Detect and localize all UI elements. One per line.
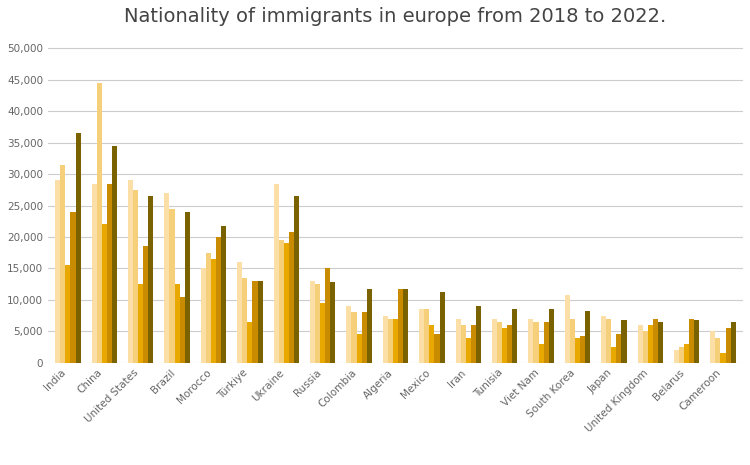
Bar xyxy=(97,83,102,363)
Bar xyxy=(601,316,606,363)
Bar xyxy=(684,344,689,363)
Bar xyxy=(184,212,190,363)
Bar xyxy=(512,309,517,363)
Bar xyxy=(206,252,211,363)
Bar xyxy=(315,284,320,363)
Bar xyxy=(643,331,648,363)
Bar xyxy=(242,278,248,363)
Bar xyxy=(528,319,533,363)
Bar xyxy=(180,297,184,363)
Bar xyxy=(294,196,299,363)
Bar xyxy=(138,284,143,363)
Bar xyxy=(257,281,262,363)
Bar xyxy=(471,325,476,363)
Bar xyxy=(362,312,367,363)
Bar xyxy=(622,320,626,363)
Bar xyxy=(466,338,471,363)
Bar xyxy=(689,319,694,363)
Bar xyxy=(533,322,538,363)
Bar xyxy=(648,325,652,363)
Bar xyxy=(274,184,279,363)
Bar xyxy=(503,328,507,363)
Bar xyxy=(148,196,154,363)
Bar xyxy=(730,322,736,363)
Bar xyxy=(211,259,216,363)
Bar xyxy=(638,325,643,363)
Bar xyxy=(497,322,502,363)
Bar xyxy=(388,319,393,363)
Bar xyxy=(424,309,429,363)
Bar xyxy=(216,237,221,363)
Bar xyxy=(310,281,315,363)
Title: Nationality of immigrants in europe from 2018 to 2022.: Nationality of immigrants in europe from… xyxy=(124,7,667,26)
Bar xyxy=(716,338,721,363)
Bar xyxy=(112,146,117,363)
Bar xyxy=(107,184,112,363)
Bar xyxy=(352,312,356,363)
Bar xyxy=(201,268,206,363)
Bar xyxy=(346,306,352,363)
Bar xyxy=(725,328,730,363)
Bar xyxy=(721,353,725,363)
Bar xyxy=(538,344,544,363)
Bar xyxy=(330,282,335,363)
Bar xyxy=(248,322,253,363)
Bar xyxy=(616,334,622,363)
Bar xyxy=(549,309,554,363)
Bar xyxy=(60,165,65,363)
Bar xyxy=(253,281,257,363)
Bar xyxy=(440,292,445,363)
Bar xyxy=(429,325,434,363)
Bar xyxy=(65,265,70,363)
Bar xyxy=(575,338,580,363)
Bar xyxy=(398,289,404,363)
Bar xyxy=(460,325,466,363)
Bar xyxy=(76,133,81,363)
Bar xyxy=(674,350,679,363)
Bar xyxy=(326,268,330,363)
Bar xyxy=(544,322,549,363)
Bar xyxy=(92,184,97,363)
Bar xyxy=(356,334,362,363)
Bar xyxy=(393,319,398,363)
Bar xyxy=(70,212,76,363)
Bar xyxy=(289,232,294,363)
Bar xyxy=(419,309,424,363)
Bar xyxy=(56,180,60,363)
Bar xyxy=(284,243,289,363)
Bar xyxy=(175,284,180,363)
Bar xyxy=(164,193,170,363)
Bar xyxy=(476,306,481,363)
Bar xyxy=(710,331,716,363)
Bar xyxy=(279,240,284,363)
Bar xyxy=(580,336,585,363)
Bar xyxy=(652,319,658,363)
Bar xyxy=(133,190,138,363)
Bar xyxy=(143,246,148,363)
Bar xyxy=(611,347,616,363)
Bar xyxy=(606,319,611,363)
Bar xyxy=(434,334,439,363)
Bar xyxy=(585,311,590,363)
Bar xyxy=(237,262,242,363)
Bar xyxy=(565,295,570,363)
Bar xyxy=(102,225,107,363)
Bar xyxy=(455,319,460,363)
Bar xyxy=(221,226,226,363)
Bar xyxy=(492,319,497,363)
Bar xyxy=(507,325,512,363)
Bar xyxy=(382,316,388,363)
Bar xyxy=(320,303,326,363)
Bar xyxy=(128,180,133,363)
Bar xyxy=(658,322,663,363)
Bar xyxy=(367,289,372,363)
Bar xyxy=(679,347,684,363)
Bar xyxy=(170,209,175,363)
Bar xyxy=(404,289,408,363)
Bar xyxy=(570,319,575,363)
Bar xyxy=(694,320,700,363)
